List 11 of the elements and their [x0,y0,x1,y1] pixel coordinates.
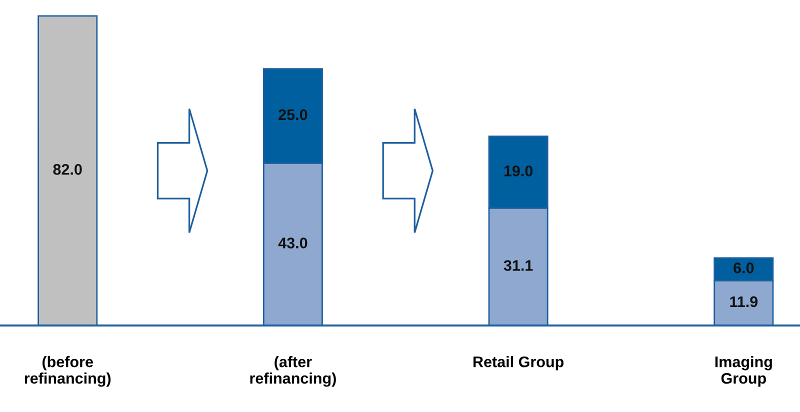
x-tick-label: (after refinancing) [250,356,336,387]
x-tick-label: (before refinancing) [24,356,111,387]
x-tick-label: Retail Group [473,356,564,370]
data-label: 11.9 [730,296,758,308]
x-tick-label: Imaging Group [715,356,772,387]
data-label: 31.1 [504,260,533,271]
data-label: 25.0 [278,109,308,120]
data-label: 82.0 [53,164,82,175]
data-label: 43.0 [278,238,308,248]
data-label: 6.0 [734,262,754,274]
data-label: 19.0 [504,166,533,176]
